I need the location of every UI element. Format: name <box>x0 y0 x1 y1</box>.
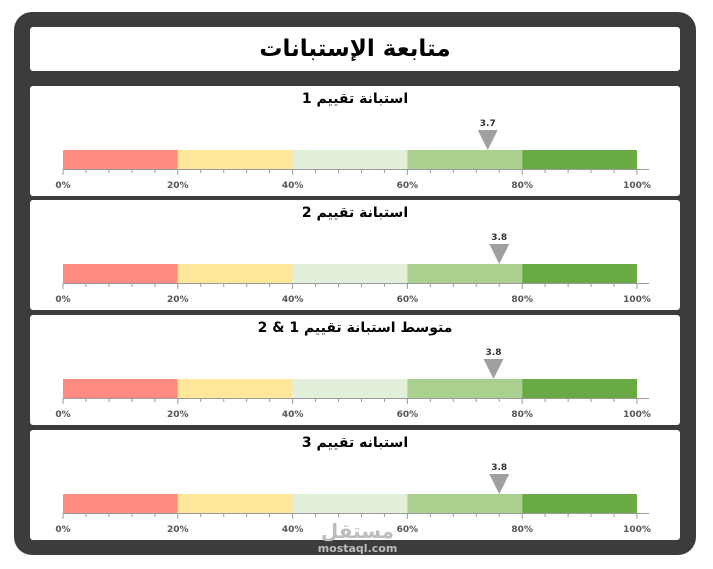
gauge-title: استبانة تقييم 1 <box>301 91 409 107</box>
marker-value-label: 3.8 <box>486 348 502 358</box>
page-title: متابعة الإستبانات <box>259 36 451 62</box>
watermark-arabic: مستقل <box>320 519 395 543</box>
tick-label: 80% <box>511 410 533 420</box>
watermark-latin: mostaql.com <box>317 542 398 555</box>
band-segment <box>63 379 178 398</box>
band-segment <box>292 150 408 169</box>
watermark: مستقل mostaql.com <box>310 520 405 555</box>
tick-label: 100% <box>623 181 651 191</box>
band-segment <box>407 264 523 283</box>
tick-label: 80% <box>511 525 533 535</box>
tick-label: 40% <box>282 181 304 191</box>
tick-label: 80% <box>511 181 533 191</box>
band-segment <box>407 150 523 169</box>
band-segment <box>407 379 523 398</box>
gauge-title: استبانه تقييم 3 <box>301 435 409 451</box>
tick-label: 20% <box>167 410 189 420</box>
tick-label: 40% <box>282 525 304 535</box>
gauge-panel-4: استبانه تقييم 3 0% 20% 40% 60% 80% 100% 3.8 <box>30 430 680 540</box>
gauge-chart: 0% 20% 40% 60% 80% 100% 3.8 <box>55 463 651 535</box>
tick-label: 60% <box>397 295 419 305</box>
gauge-panel-3: متوسط استبانة تقييم 1 & 2 0% 20% 40% 60% 80%… <box>30 315 680 425</box>
band-segment <box>177 494 293 513</box>
tick-label: 60% <box>397 410 419 420</box>
band-segment <box>177 379 293 398</box>
tick-label: 0% <box>55 181 70 191</box>
marker-triangle <box>489 474 510 494</box>
tick-label: 0% <box>55 295 70 305</box>
band-segment <box>177 150 293 169</box>
tick-label: 20% <box>167 525 189 535</box>
band-segment <box>63 264 178 283</box>
tick-label: 100% <box>623 410 651 420</box>
tick-label: 20% <box>167 295 189 305</box>
band-segment <box>522 379 637 398</box>
gauge-title: متوسط استبانة تقييم 1 & 2 <box>257 320 453 336</box>
tick-label: 40% <box>282 295 304 305</box>
band-segment <box>407 494 523 513</box>
band-segment <box>177 264 293 283</box>
gauge-title: استبانة تقييم 2 <box>301 205 409 221</box>
gauge-chart: 0% 20% 40% 60% 80% 100% 3.8 <box>55 348 651 420</box>
tick-label: 0% <box>55 410 70 420</box>
band-segment <box>63 150 178 169</box>
marker-triangle <box>477 130 498 150</box>
tick-label: 100% <box>623 525 651 535</box>
marker-value-label: 3.7 <box>480 119 496 129</box>
band-segment <box>522 150 637 169</box>
tick-label: 80% <box>511 295 533 305</box>
band-segment <box>63 494 178 513</box>
tick-label: 20% <box>167 181 189 191</box>
tick-label: 60% <box>397 181 419 191</box>
gauge-panel-1: استبانة تقييم 1 0% 20% 40% 60% 80% 100% 3.7 <box>30 86 680 196</box>
tick-label: 60% <box>397 525 419 535</box>
band-segment <box>522 264 637 283</box>
marker-triangle <box>489 244 510 264</box>
page-title-box: متابعة الإستبانات <box>30 27 680 71</box>
band-segment <box>522 494 637 513</box>
tick-label: 0% <box>55 525 70 535</box>
gauge-panel-2: استبانة تقييم 2 0% 20% 40% 60% 80% 100% 3.8 <box>30 200 680 310</box>
marker-value-label: 3.8 <box>491 233 507 243</box>
gauge-chart: 0% 20% 40% 60% 80% 100% 3.8 <box>55 233 651 305</box>
tick-label: 100% <box>623 295 651 305</box>
marker-value-label: 3.8 <box>491 463 507 473</box>
marker-triangle <box>483 359 504 379</box>
band-segment <box>292 494 408 513</box>
band-segment <box>292 264 408 283</box>
band-segment <box>292 379 408 398</box>
gauge-chart: 0% 20% 40% 60% 80% 100% 3.7 <box>55 119 651 191</box>
tick-label: 40% <box>282 410 304 420</box>
